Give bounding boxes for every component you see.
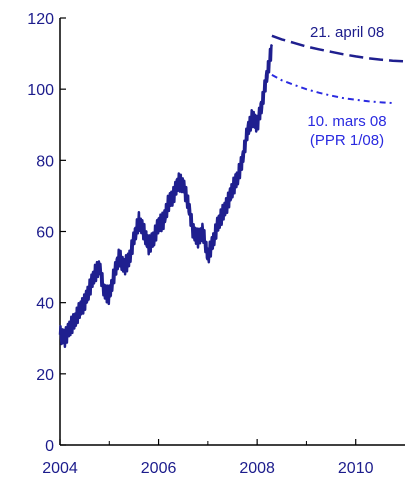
- price-history-line: [58, 44, 274, 349]
- y-tick-label: 40: [36, 296, 54, 313]
- annotations: 21. april 08 10. mars 08 (PPR 1/08): [307, 24, 386, 149]
- y-tick-label: 60: [36, 225, 54, 242]
- forward-april-line: [271, 34, 406, 63]
- y-tick-label: 120: [27, 11, 54, 28]
- y-tick-label: 0: [45, 438, 54, 455]
- y-ticks: 0 20 40 60 80 100 120: [27, 11, 66, 455]
- series-layer: [58, 34, 406, 349]
- axes: 0 20 40 60 80 100 120 2004 2006 2008 2010: [27, 11, 405, 477]
- annotation-march-line: (PPR 1/08): [310, 132, 384, 149]
- x-tick-label: 2008: [239, 460, 275, 477]
- annotation-april: 21. april 08: [310, 24, 384, 41]
- x-tick-label: 2004: [42, 460, 78, 477]
- annotation-march-line: 10. mars 08: [307, 113, 386, 130]
- x-tick-label: 2006: [141, 460, 177, 477]
- x-ticks: 2004 2006 2008 2010: [42, 439, 374, 477]
- annotation-march: 10. mars 08 (PPR 1/08): [307, 113, 386, 149]
- x-tick-label: 2010: [338, 460, 374, 477]
- y-tick-label: 100: [27, 82, 54, 99]
- forward-march-line: [271, 74, 393, 104]
- y-tick-label: 20: [36, 367, 54, 384]
- y-tick-label: 80: [36, 153, 54, 170]
